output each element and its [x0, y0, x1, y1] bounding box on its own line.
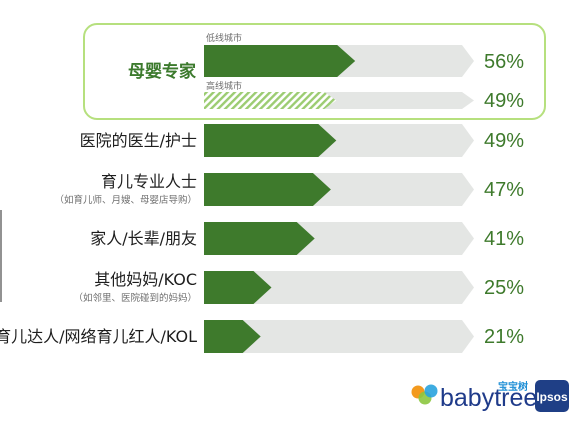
value-label: 41%	[484, 228, 524, 250]
category-label: 育儿达人/网络育儿红人/KOL	[0, 327, 197, 346]
bar	[204, 124, 337, 157]
value-label: 21%	[484, 326, 524, 348]
category-label: 家人/长辈/朋友	[90, 229, 197, 248]
ipsos-label: Ipsos	[536, 390, 568, 404]
bar-track	[204, 271, 474, 304]
category-label: 医院的医生/护士	[80, 131, 197, 150]
category-sublabel: （如育儿师、月嫂、母婴店导购）	[54, 194, 197, 206]
logo-brand: babytree	[440, 384, 537, 412]
value-label: 25%	[484, 277, 524, 299]
bar	[204, 173, 331, 206]
bar-rows: 医院的医生/护士 49% 育儿专业人士 （如育儿师、月嫂、母婴店导购） 47% 家人/长辈…	[0, 124, 524, 353]
highlight-row-tag: 高线城市	[206, 80, 242, 92]
bar	[204, 222, 315, 255]
highlight-bar	[204, 92, 337, 109]
value-label: 47%	[484, 179, 524, 201]
ipsos-badge	[535, 380, 569, 412]
highlight-bar	[204, 45, 356, 77]
value-label: 49%	[484, 130, 524, 152]
highlight-row-tag: 低线城市	[206, 32, 242, 44]
category-sublabel: （如邻里、医院碰到的妈妈）	[73, 292, 197, 304]
ipsos-logo: Ipsos	[535, 380, 569, 412]
category-label: 其他妈妈/KOC	[94, 270, 197, 289]
highlight-box	[83, 23, 546, 120]
logo-dot-blue	[424, 384, 438, 398]
highlight-rows: 低线城市 56% 高线城市 49%	[204, 32, 524, 112]
logo-brand-cn: 宝宝树	[498, 380, 528, 393]
category-label: 育儿专业人士	[101, 172, 197, 191]
babytree-logo: 宝宝树 babytree	[411, 380, 537, 412]
bar	[204, 271, 272, 304]
bar	[204, 320, 261, 353]
highlight-value-label: 56%	[484, 51, 524, 73]
highlight-label: 母婴专家	[128, 61, 196, 82]
bar-track	[204, 320, 474, 353]
highlight-value-label: 49%	[484, 90, 524, 112]
